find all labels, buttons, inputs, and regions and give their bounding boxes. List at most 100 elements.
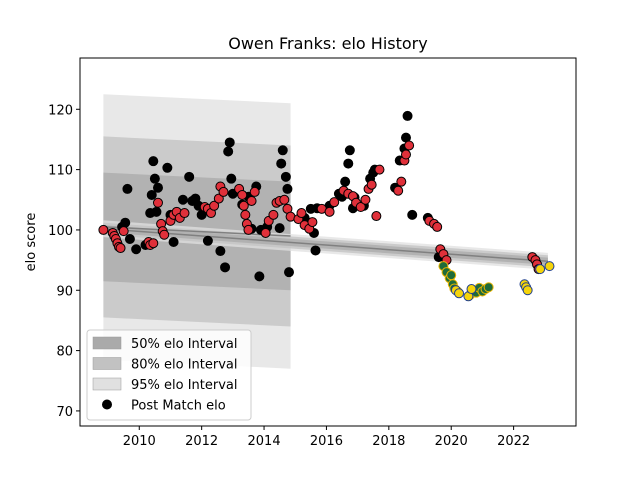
- x-tick-label: 2020: [435, 434, 468, 449]
- x-tick-label: 2018: [372, 434, 405, 449]
- x-tick-label: 2016: [310, 434, 343, 449]
- data-point-red: [218, 186, 229, 197]
- legend-swatch: [92, 336, 122, 350]
- data-point-black: [152, 182, 163, 193]
- legend-box: [86, 329, 252, 421]
- data-point-black: [124, 233, 135, 244]
- data-points: [98, 110, 555, 302]
- data-point-red: [148, 238, 159, 249]
- data-point-black: [223, 146, 234, 157]
- data-point-black: [146, 189, 157, 200]
- y-tick-label: 120: [48, 103, 73, 118]
- x-tick-label: 2022: [497, 434, 530, 449]
- data-point-black: [282, 183, 293, 194]
- x-tick-label: 2014: [248, 434, 281, 449]
- data-point-black: [402, 110, 413, 121]
- data-point-black: [151, 206, 162, 217]
- data-point-yellow: [466, 284, 477, 295]
- data-point-black: [407, 209, 418, 220]
- data-point-red: [179, 208, 190, 219]
- x-tick-label: 2012: [185, 434, 218, 449]
- legend-label: Post Match elo: [131, 399, 226, 414]
- y-tick-label: 100: [48, 224, 73, 239]
- data-point-black: [202, 235, 213, 246]
- data-point-black: [343, 158, 354, 169]
- y-tick-label: 110: [48, 164, 73, 179]
- data-point-red: [371, 211, 382, 222]
- data-point-red: [249, 186, 260, 197]
- x-tick-label: 2010: [123, 434, 156, 449]
- data-point-red: [329, 197, 340, 208]
- chart-title: Owen Franks: elo History: [228, 34, 427, 53]
- legend-swatch: [92, 377, 122, 391]
- legend-swatch: [92, 357, 122, 370]
- data-point-black: [131, 244, 142, 255]
- data-point-black: [215, 246, 226, 257]
- data-point-black: [122, 183, 133, 194]
- data-point-black: [254, 271, 265, 282]
- data-point-black: [274, 223, 285, 234]
- data-point-red: [152, 197, 163, 208]
- data-point-black: [120, 217, 131, 228]
- data-point-red: [324, 206, 335, 217]
- data-point-red: [115, 243, 126, 254]
- data-point-yellow: [535, 264, 546, 275]
- data-point-red: [98, 224, 109, 235]
- data-point-red: [209, 200, 220, 211]
- data-point-black: [280, 171, 291, 182]
- data-point-green: [446, 270, 457, 281]
- data-point-red: [432, 221, 443, 232]
- data-point-black: [162, 162, 173, 173]
- legend-marker: [102, 399, 112, 410]
- data-point-red: [237, 189, 248, 200]
- data-point-red: [374, 164, 385, 175]
- data-point-red: [393, 185, 404, 196]
- data-point-red: [243, 224, 254, 235]
- data-point-black: [168, 237, 179, 247]
- data-point-black: [226, 173, 237, 184]
- data-point-red: [246, 195, 257, 206]
- legend-label: 80% elo Interval: [131, 358, 238, 373]
- plot-area: [79, 57, 577, 427]
- data-point-red: [404, 140, 415, 151]
- data-point-black: [344, 145, 355, 156]
- data-point-red: [279, 194, 290, 205]
- data-point-yellow: [522, 285, 533, 296]
- data-point-black: [220, 262, 231, 273]
- data-point-red: [366, 179, 377, 190]
- data-point-black: [277, 145, 288, 156]
- y-tick-label: 90: [56, 284, 73, 299]
- axes-frame: [79, 57, 577, 427]
- data-point-red: [400, 149, 411, 160]
- data-point-red: [159, 229, 170, 240]
- data-point-red: [268, 209, 279, 220]
- data-point-red: [296, 208, 307, 219]
- y-tick-label: 80: [56, 345, 73, 360]
- data-point-black: [177, 194, 188, 205]
- data-point-black: [276, 158, 287, 169]
- legend-label: 50% elo Interval: [131, 337, 238, 352]
- data-point-yellow: [454, 288, 465, 299]
- data-point-green: [483, 282, 494, 293]
- data-point-red: [355, 202, 366, 213]
- data-point-red: [240, 209, 251, 220]
- x-axis: 2010 2012 2014 2016 2018 2020 2022: [123, 426, 530, 449]
- data-point-black: [148, 156, 159, 167]
- data-point-black: [184, 171, 195, 182]
- data-point-red: [118, 226, 129, 237]
- legend-label: 95% elo Interval: [131, 378, 238, 393]
- data-point-red: [260, 227, 271, 238]
- y-tick-label: 70: [56, 405, 73, 420]
- data-point-black: [224, 137, 235, 148]
- data-point-red: [213, 193, 224, 204]
- data-point-red: [307, 217, 318, 228]
- data-point-red: [396, 176, 407, 187]
- data-point-yellow: [544, 261, 555, 272]
- legend: 50% elo Interval 80% elo Interval 95% elo …: [86, 329, 252, 421]
- data-point-black: [310, 245, 321, 256]
- data-point-black: [149, 173, 160, 184]
- y-axis-label: elo score: [24, 213, 39, 272]
- y-axis: 70 80 90 100 110 120: [48, 103, 80, 420]
- data-point-red: [360, 194, 371, 205]
